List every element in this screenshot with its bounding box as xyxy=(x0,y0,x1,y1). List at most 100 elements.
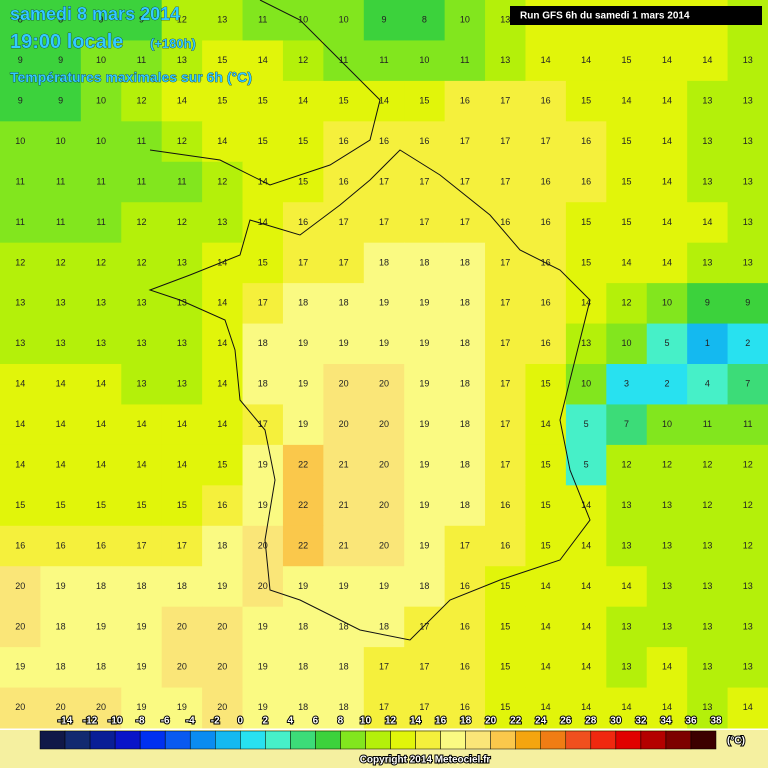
temperature-cell xyxy=(646,606,688,648)
temperature-value: 17 xyxy=(500,298,510,308)
temperature-cell xyxy=(525,283,567,325)
temperature-cell xyxy=(242,647,284,689)
temperature-value: 14 xyxy=(622,581,632,591)
temperature-value: 16 xyxy=(419,136,429,146)
temperature-cell xyxy=(242,444,284,486)
temperature-value: 17 xyxy=(379,217,389,227)
scale-swatch xyxy=(440,730,466,750)
temperature-cell xyxy=(646,364,688,405)
temperature-cell xyxy=(485,566,526,608)
temperature-cell xyxy=(444,40,486,82)
temperature-value: 17 xyxy=(541,136,551,146)
temperature-cell xyxy=(161,323,203,365)
temperature-value: 11 xyxy=(96,176,105,186)
temperature-value: 20 xyxy=(15,621,25,631)
temperature-cell xyxy=(404,687,446,729)
temperature-value: 2 xyxy=(745,338,750,348)
temperature-value: 16 xyxy=(460,662,470,672)
temperature-value: 15 xyxy=(541,540,551,550)
scale-swatch xyxy=(89,730,116,750)
temperature-value: 12 xyxy=(177,15,187,25)
temperature-cell xyxy=(565,647,607,689)
temperature-cell xyxy=(323,485,365,527)
temperature-value: 10 xyxy=(419,55,429,65)
temperature-value: 10 xyxy=(298,15,308,25)
temperature-value: 13 xyxy=(743,257,753,267)
temperature-value: 19 xyxy=(258,662,268,672)
temperature-cell xyxy=(727,525,768,567)
temperature-cell xyxy=(565,485,607,527)
temperature-cell xyxy=(282,566,324,608)
scale-swatch xyxy=(490,730,516,750)
temperature-cell xyxy=(282,606,324,648)
temperature-cell xyxy=(404,444,446,486)
temperature-value: 15 xyxy=(500,581,510,591)
temperature-value: 13 xyxy=(702,621,712,631)
temperature-cell xyxy=(404,121,446,163)
temperature-value: 14 xyxy=(662,702,672,712)
temperature-value: 10 xyxy=(96,55,106,65)
scale-swatch xyxy=(415,730,441,750)
temperature-cell xyxy=(40,404,82,446)
temperature-value: 14 xyxy=(177,95,187,105)
temperature-cell xyxy=(444,444,486,486)
temperature-cell xyxy=(404,283,446,325)
temperature-value: 15 xyxy=(622,136,632,146)
temperature-cell xyxy=(121,687,163,729)
temperature-cell xyxy=(525,485,567,527)
temperature-value: 17 xyxy=(419,702,429,712)
temperature-cell xyxy=(646,485,688,527)
scale-label: -10 xyxy=(108,716,123,727)
temperature-value: 19 xyxy=(217,581,227,591)
temperature-value: 16 xyxy=(541,298,551,308)
temperature-cell xyxy=(606,566,648,608)
temperature-cell xyxy=(80,0,122,41)
temperature-cell xyxy=(606,687,648,729)
temperature-value: 18 xyxy=(339,298,349,308)
temperature-cell xyxy=(565,525,607,567)
temperature-cell xyxy=(485,80,526,122)
temperature-cell xyxy=(363,485,405,527)
temperature-cell xyxy=(161,364,203,405)
temperature-cell xyxy=(485,647,526,689)
temperature-value: 14 xyxy=(136,419,146,429)
temperature-value: 12 xyxy=(15,257,25,267)
temperature-value: 14 xyxy=(541,55,551,65)
temperature-value: 12 xyxy=(622,459,632,469)
temperature-value: 14 xyxy=(581,540,591,550)
temperature-value: 18 xyxy=(339,621,349,631)
temperature-value: 13 xyxy=(662,581,672,591)
temperature-value: 17 xyxy=(258,298,268,308)
temperature-cell xyxy=(444,485,486,527)
temperature-cell xyxy=(282,161,324,203)
temperature-value: 13 xyxy=(702,257,712,267)
scale-swatch xyxy=(114,730,141,750)
temperature-cell xyxy=(323,323,365,365)
temperature-value: 14 xyxy=(662,55,672,65)
temperature-cell xyxy=(323,647,365,689)
scale-label: -8 xyxy=(136,716,145,727)
run-box xyxy=(510,6,762,25)
temperature-value: 13 xyxy=(500,55,510,65)
temperature-value: 16 xyxy=(460,95,470,105)
temperature-value: 12 xyxy=(743,500,753,510)
temperature-value: 15 xyxy=(258,257,268,267)
temperature-cell xyxy=(525,40,567,82)
temperature-cell xyxy=(687,161,729,203)
scale-label: -14 xyxy=(58,716,73,727)
temperature-value: 19 xyxy=(258,621,268,631)
temperature-value: 18 xyxy=(258,338,268,348)
temperature-value: 19 xyxy=(298,379,308,389)
temperature-cell xyxy=(121,525,163,567)
temperature-cell xyxy=(282,121,324,163)
temperature-value: 16 xyxy=(460,621,470,631)
temperature-cell xyxy=(646,525,688,567)
temperature-cell xyxy=(161,606,203,648)
temperature-value: 11 xyxy=(703,419,712,429)
temperature-cell xyxy=(363,647,405,689)
temperature-cell xyxy=(525,202,567,244)
temperature-cell xyxy=(363,80,405,122)
temperature-value: 18 xyxy=(298,702,308,712)
temperature-cell xyxy=(444,80,486,122)
